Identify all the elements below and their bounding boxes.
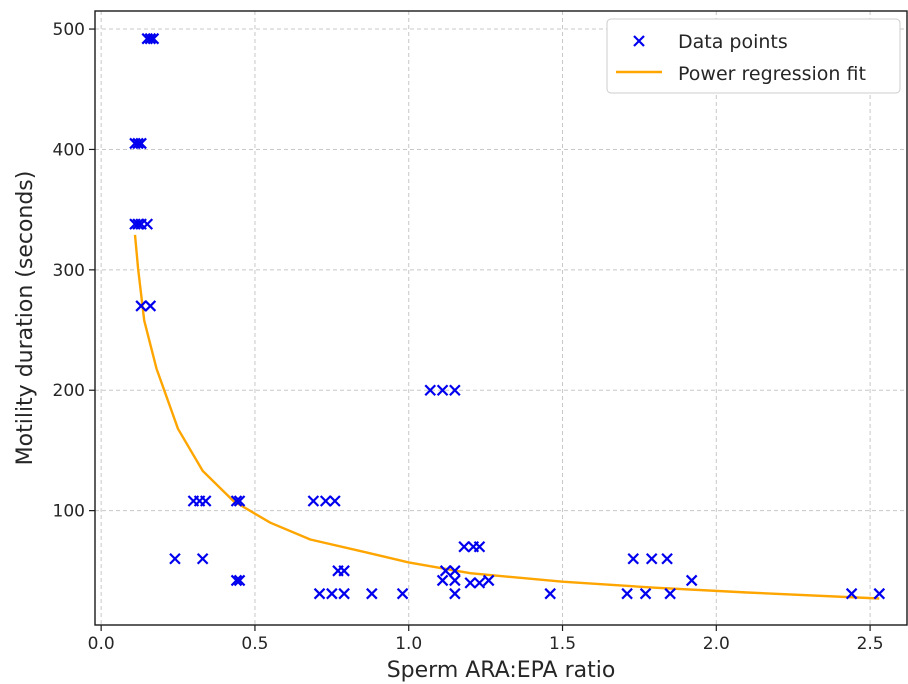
data-point bbox=[449, 565, 461, 577]
data-point bbox=[135, 300, 147, 312]
data-points-layer bbox=[129, 32, 886, 600]
y-tick-label: 400 bbox=[53, 140, 85, 160]
legend-marker-data-points bbox=[633, 35, 645, 47]
y-tick-label: 200 bbox=[53, 381, 85, 401]
data-point bbox=[685, 574, 698, 587]
data-point bbox=[424, 384, 437, 397]
data-point bbox=[169, 553, 181, 565]
data-point bbox=[144, 300, 157, 312]
x-tick-label: 2.5 bbox=[857, 634, 884, 654]
data-point bbox=[845, 587, 858, 600]
axis-ticks: 0.0 0.5 1.0 1.5 2.0 2.5 100 200 300 400 500 bbox=[53, 20, 884, 654]
data-point bbox=[449, 587, 461, 600]
x-tick-label: 1.0 bbox=[395, 634, 422, 654]
data-point bbox=[544, 587, 556, 600]
data-point bbox=[326, 587, 338, 600]
plot-frame bbox=[94, 10, 908, 626]
legend: Data points Power regression fit bbox=[606, 18, 901, 94]
data-point bbox=[449, 574, 461, 587]
data-point bbox=[132, 137, 144, 150]
data-point bbox=[473, 540, 486, 553]
data-point bbox=[230, 495, 243, 507]
data-point bbox=[147, 32, 160, 45]
y-tick-label: 500 bbox=[53, 20, 85, 40]
data-point bbox=[645, 553, 658, 565]
x-tick-label: 0.5 bbox=[241, 634, 268, 654]
data-point bbox=[621, 587, 633, 600]
data-point bbox=[873, 587, 886, 600]
data-point bbox=[627, 553, 640, 565]
legend-label-data-points: Data points bbox=[678, 31, 788, 53]
y-tick-label: 100 bbox=[53, 502, 85, 522]
legend-x-marker bbox=[633, 35, 645, 47]
fit-line-layer bbox=[133, 234, 880, 600]
data-point bbox=[319, 495, 332, 507]
data-point bbox=[439, 565, 452, 577]
data-point bbox=[233, 574, 246, 587]
x-axis-title: Sperm ARA:EPA ratio bbox=[387, 658, 616, 683]
data-point bbox=[482, 574, 495, 587]
data-point bbox=[458, 540, 470, 553]
legend-label-power-fit: Power regression fit bbox=[678, 63, 866, 85]
data-point bbox=[141, 218, 154, 230]
data-point bbox=[473, 577, 486, 589]
data-point bbox=[135, 137, 147, 150]
data-point bbox=[366, 587, 378, 600]
legend-box bbox=[606, 18, 901, 94]
data-point bbox=[436, 574, 449, 587]
x-tick-label: 1.5 bbox=[549, 634, 576, 654]
data-point bbox=[233, 495, 246, 507]
x-tick-label: 0.0 bbox=[88, 634, 115, 654]
data-point bbox=[144, 32, 157, 45]
x-tick-label: 2.0 bbox=[703, 634, 730, 654]
grid-lines bbox=[95, 11, 907, 625]
data-point bbox=[664, 587, 676, 600]
data-point bbox=[230, 574, 243, 587]
power-fit-line bbox=[133, 234, 880, 600]
data-point bbox=[449, 384, 461, 397]
y-tick-label: 300 bbox=[53, 261, 85, 281]
data-point bbox=[338, 565, 350, 577]
data-point bbox=[661, 553, 673, 565]
data-point bbox=[329, 495, 341, 507]
y-axis-title: Motility duration (seconds) bbox=[13, 171, 38, 466]
data-point bbox=[639, 587, 652, 600]
data-point bbox=[307, 495, 320, 507]
data-point bbox=[464, 577, 477, 589]
data-point bbox=[132, 218, 144, 230]
data-point bbox=[313, 587, 326, 600]
data-point bbox=[396, 587, 409, 600]
data-point bbox=[436, 384, 449, 397]
data-point bbox=[199, 495, 212, 507]
data-point bbox=[338, 587, 350, 600]
data-point bbox=[196, 553, 209, 565]
